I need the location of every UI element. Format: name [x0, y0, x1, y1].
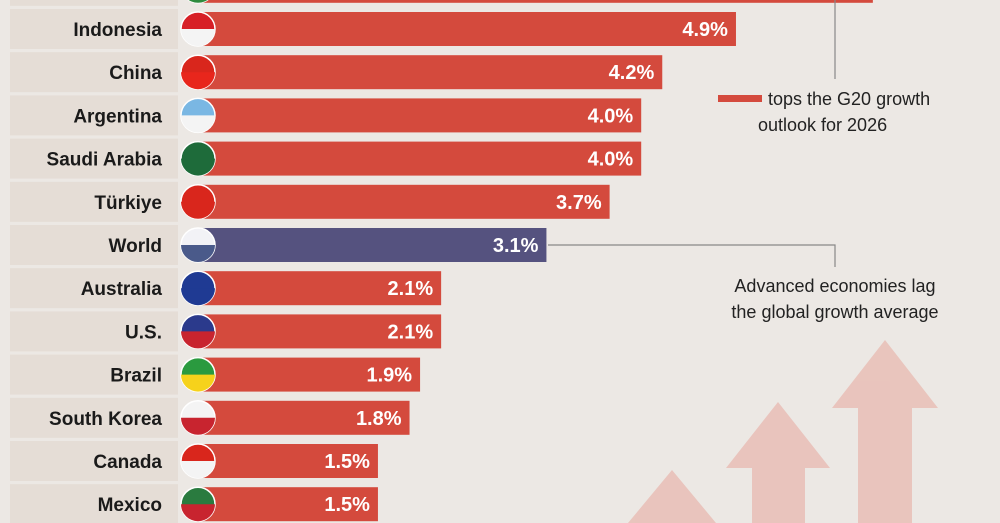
chart-row: Mexico 1.5% [10, 484, 378, 523]
globe-icon [180, 227, 216, 263]
value-label: 4.9% [682, 19, 728, 41]
chart-row: Brazil 1.9% [10, 354, 421, 395]
category-label: Türkiye [94, 193, 162, 214]
decorative-arrows [628, 340, 938, 523]
bar [198, 228, 547, 262]
category-label: Saudi Arabia [47, 150, 163, 171]
value-label: 1.9% [366, 365, 412, 387]
chart-row: U.S. 2.1% [10, 311, 442, 352]
bar [198, 487, 378, 522]
south-korea-flag-icon [180, 400, 216, 436]
label-box [10, 354, 178, 395]
label-box [10, 138, 178, 179]
annotation-line-1: tops the G20 growth [768, 89, 931, 109]
category-label: Argentina [73, 106, 162, 127]
arrow-decoration [832, 340, 938, 523]
argentina-flag-icon [180, 97, 216, 134]
legend-swatch [718, 95, 762, 102]
value-label: 1.8% [356, 408, 402, 430]
chart-row: Australia 2.1% [10, 268, 442, 309]
chart-row: Argentina 4.0% [10, 95, 642, 136]
category-label: China [109, 63, 162, 84]
category-label: Brazil [110, 366, 162, 387]
bar [198, 12, 736, 46]
bar [198, 271, 442, 306]
bar [198, 400, 410, 435]
china-flag-icon [180, 54, 216, 90]
value-label: 4.0% [588, 105, 634, 127]
label-box [10, 268, 178, 309]
chart-row [10, 0, 873, 6]
chart-row: Saudi Arabia 4.0% [10, 138, 642, 179]
label-box [10, 441, 178, 481]
label-box [10, 0, 178, 6]
india-flag-icon [187, 0, 209, 4]
value-label: 3.1% [493, 235, 539, 257]
label-box [10, 484, 178, 523]
bar [198, 357, 421, 392]
chart-row: World 3.1% [10, 225, 547, 265]
annotation-line-2: the global growth average [731, 302, 939, 322]
chart-row: Türkiye 3.7% [10, 181, 610, 222]
bar [198, 314, 442, 349]
category-label: South Korea [49, 409, 162, 430]
world-annotation: Advanced economies lag the global growth… [700, 273, 970, 325]
world-annotation-line [548, 244, 836, 267]
us-flag-icon [180, 313, 216, 350]
category-label: U.S. [125, 322, 162, 343]
bar [198, 141, 642, 176]
arrow-decoration [726, 402, 830, 523]
bar [198, 444, 378, 478]
mexico-flag-icon [180, 486, 216, 522]
label-box [10, 225, 178, 265]
label-box [10, 311, 178, 352]
category-label: Canada [93, 452, 162, 473]
annotation-line-1: Advanced economies lag [734, 276, 936, 296]
value-label: 3.7% [556, 192, 602, 214]
indonesia-flag-icon [180, 11, 216, 47]
category-label: Indonesia [73, 20, 162, 41]
label-box [10, 9, 178, 49]
label-box [10, 95, 178, 136]
value-label: 4.2% [609, 62, 655, 84]
category-label: Australia [81, 279, 163, 300]
chart-row: Canada 1.5% [10, 441, 378, 481]
category-label: World [109, 236, 162, 257]
bar [198, 98, 642, 133]
label-box [10, 52, 178, 93]
bar [198, 55, 663, 90]
chart-row: South Korea 1.8% [10, 397, 410, 438]
bar [198, 0, 873, 3]
category-label: Mexico [98, 495, 162, 516]
value-label: 2.1% [388, 321, 434, 343]
label-box [10, 181, 178, 222]
value-label: 2.1% [388, 278, 434, 300]
value-label: 1.5% [324, 451, 370, 473]
chart-row: Indonesia 4.9% [10, 9, 736, 49]
value-label: 4.0% [588, 149, 634, 171]
value-label: 1.5% [324, 494, 370, 516]
annotation-lines [548, 0, 836, 267]
australia-flag-icon [180, 270, 216, 306]
saudi-arabia-flag-icon [180, 140, 216, 177]
bar [198, 184, 610, 219]
brazil-flag-icon [180, 356, 216, 393]
chart-row: China 4.2% [10, 52, 663, 93]
annotation-line-2: outlook for 2026 [758, 115, 888, 135]
top-annotation: tops the G20 growth outlook for 2026 [758, 86, 930, 138]
arrow-decoration [628, 470, 716, 523]
canada-flag-icon [180, 443, 216, 479]
label-box [10, 397, 178, 438]
turkiye-flag-icon [180, 184, 216, 220]
